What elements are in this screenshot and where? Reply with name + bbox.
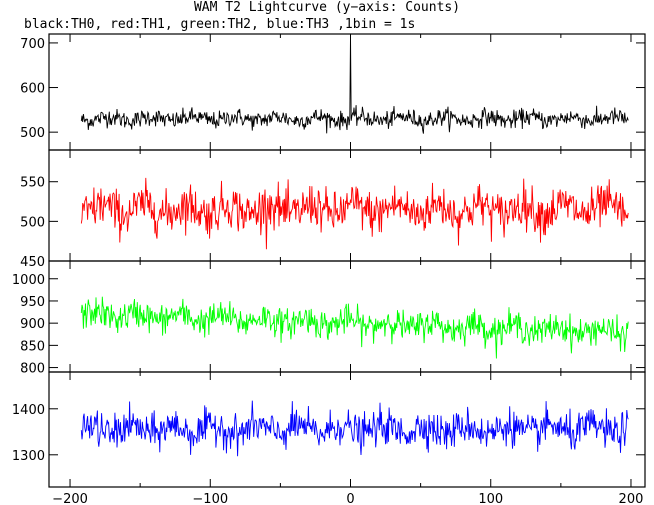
ytick-label-TH1-500: 500 <box>20 215 45 230</box>
xtick-label--200: −200 <box>52 492 88 505</box>
panel-frame-TH1 <box>48 149 646 262</box>
ytick-label-TH2-900: 900 <box>20 317 45 332</box>
ytick-label-TH3-1400: 1400 <box>12 403 45 418</box>
series-TH1 <box>80 177 629 250</box>
series-TH2 <box>80 296 629 359</box>
ytick-label-TH2-850: 850 <box>20 339 45 354</box>
panel-frame-TH0 <box>48 33 646 151</box>
chart-title: WAM T2 Lightcurve (y−axis: Counts) <box>193 0 461 15</box>
ytick-label-TH0-600: 600 <box>20 82 45 97</box>
ytick-label-TH1-450: 450 <box>20 255 45 270</box>
series-TH0 <box>80 33 629 134</box>
ytick-label-TH0-700: 700 <box>20 37 45 52</box>
xtick-label--100: −100 <box>192 492 228 505</box>
series-TH3 <box>80 400 629 457</box>
xtick-label-100: 100 <box>478 492 503 505</box>
ytick-label-TH1-550: 550 <box>20 176 45 191</box>
xtick-label-0: 0 <box>346 492 354 505</box>
ytick-label-TH3-1300: 1300 <box>12 449 45 464</box>
panel-frame-TH3 <box>48 371 646 488</box>
ytick-label-TH2-950: 950 <box>20 295 45 310</box>
chart-subtitle: black:TH0, red:TH1, green:TH2, blue:TH3 … <box>24 17 416 32</box>
xtick-label-200: 200 <box>619 492 644 505</box>
ytick-label-TH0-500: 500 <box>20 126 45 141</box>
ytick-label-TH2-800: 800 <box>20 362 45 377</box>
ytick-label-TH2-1000: 1000 <box>12 273 45 288</box>
